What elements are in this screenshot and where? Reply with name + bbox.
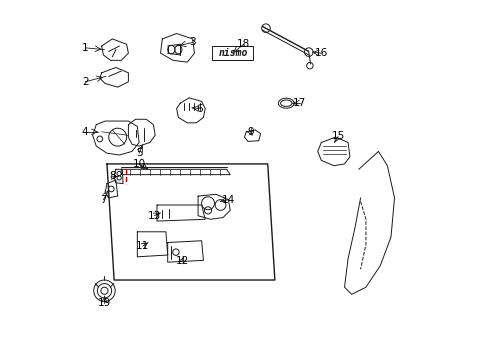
- Text: 11: 11: [136, 241, 149, 251]
- Text: 9: 9: [247, 127, 253, 138]
- Text: 19: 19: [98, 298, 111, 308]
- Text: 3: 3: [189, 37, 196, 48]
- Text: 2: 2: [81, 77, 88, 87]
- Text: 18: 18: [237, 39, 250, 49]
- Text: 10: 10: [132, 159, 145, 169]
- Text: 14: 14: [222, 195, 235, 204]
- Text: 5: 5: [136, 148, 142, 158]
- Text: 16: 16: [314, 48, 327, 58]
- Text: 17: 17: [293, 98, 306, 108]
- Text: nismo: nismo: [218, 48, 247, 58]
- Text: 12: 12: [175, 256, 188, 266]
- Text: 1: 1: [81, 43, 88, 53]
- FancyBboxPatch shape: [212, 46, 253, 60]
- Text: 4: 4: [81, 127, 88, 137]
- Text: 6: 6: [195, 104, 202, 113]
- Text: 8: 8: [109, 171, 115, 181]
- Text: 13: 13: [147, 211, 161, 221]
- Text: 15: 15: [331, 131, 344, 141]
- Text: 7: 7: [100, 195, 106, 204]
